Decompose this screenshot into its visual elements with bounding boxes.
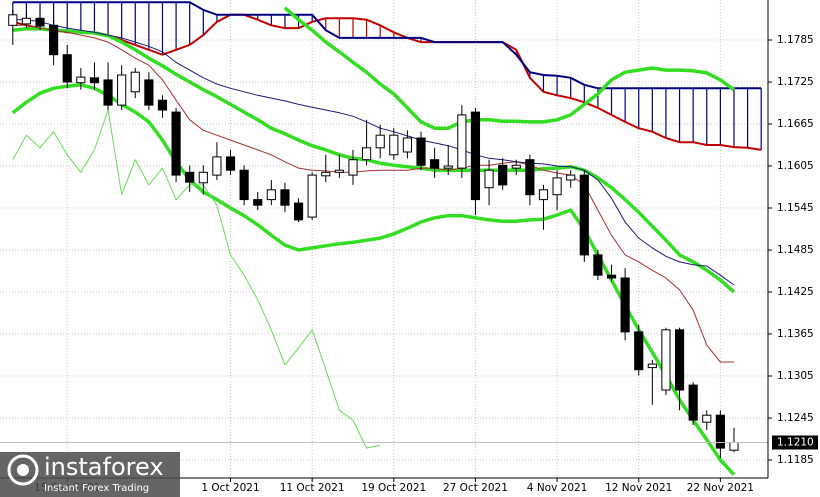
candle-body bbox=[647, 363, 657, 369]
y-tick-label: 1.1605 bbox=[777, 160, 814, 172]
x-tick-label: 12 Nov 2021 bbox=[605, 482, 672, 494]
candle-body bbox=[103, 79, 113, 106]
candle-body bbox=[443, 165, 453, 169]
x-tick-label: 22 Nov 2021 bbox=[687, 482, 754, 494]
candle-body bbox=[430, 159, 440, 169]
candle-body bbox=[171, 111, 181, 176]
candle-body bbox=[484, 169, 494, 189]
y-tick-label: 1.1425 bbox=[777, 286, 814, 298]
candle-body bbox=[62, 54, 72, 83]
y-tick-label: 1.1785 bbox=[777, 34, 814, 46]
candle-body bbox=[117, 74, 127, 106]
candle-body bbox=[212, 156, 222, 176]
indicator-line bbox=[12, 19, 735, 286]
indicator-line bbox=[12, 27, 736, 294]
candle-body bbox=[538, 189, 549, 201]
candle-body bbox=[239, 169, 249, 201]
candle-body bbox=[130, 71, 140, 93]
candle-body bbox=[729, 442, 739, 451]
candle-body bbox=[702, 414, 712, 423]
candle-body bbox=[35, 17, 45, 27]
candle-body bbox=[348, 159, 358, 176]
x-tick-label: 11 Oct 2021 bbox=[280, 482, 345, 494]
candle-body bbox=[566, 174, 576, 181]
watermark-tagline: Instant Forex Trading bbox=[44, 483, 149, 494]
candle-body bbox=[375, 134, 385, 149]
candle-body bbox=[470, 111, 481, 201]
watermark-logo-core bbox=[17, 464, 29, 476]
y-tick-label: 1.1665 bbox=[777, 118, 814, 130]
indicator-line bbox=[12, 24, 734, 363]
candle-body bbox=[416, 137, 426, 166]
candle-body bbox=[21, 17, 31, 25]
plot-area bbox=[0, 1, 768, 476]
candle-body bbox=[334, 169, 344, 173]
candle-body bbox=[661, 329, 671, 391]
x-tick-label: 27 Oct 2021 bbox=[443, 482, 508, 494]
candle-body bbox=[715, 414, 725, 449]
price-tag-label: 1.1210 bbox=[777, 437, 814, 449]
candle-body bbox=[552, 177, 562, 196]
candle-body bbox=[307, 174, 317, 218]
candle-body bbox=[198, 171, 208, 184]
candle-body bbox=[144, 79, 154, 106]
watermark-brand: instaforex bbox=[44, 453, 164, 481]
watermark: instaforex Instant Forex Trading bbox=[0, 452, 180, 497]
indicator-line bbox=[12, 109, 381, 449]
candle-body bbox=[674, 329, 685, 391]
candle-body bbox=[157, 99, 168, 111]
candle-body bbox=[89, 77, 100, 84]
x-tick-label: 1 Oct 2021 bbox=[201, 482, 259, 494]
candle-body bbox=[293, 202, 304, 221]
candle-body bbox=[606, 274, 617, 279]
candle-body bbox=[225, 156, 236, 171]
candle-body bbox=[634, 331, 644, 371]
candle-body bbox=[185, 171, 195, 183]
candle-body bbox=[579, 174, 589, 256]
candle-body bbox=[511, 164, 521, 169]
cloud-span-a bbox=[12, 13, 762, 151]
candle-body bbox=[620, 277, 630, 333]
candle-body bbox=[8, 14, 18, 26]
x-tick-label: 4 Nov 2021 bbox=[527, 482, 588, 494]
indicator-line bbox=[283, 6, 736, 130]
candle-body bbox=[49, 24, 59, 56]
candle-body bbox=[362, 147, 372, 161]
y-tick-label: 1.1485 bbox=[777, 244, 814, 256]
watermark-logo bbox=[7, 454, 39, 486]
candle-body bbox=[280, 189, 290, 206]
candle-body bbox=[593, 254, 603, 276]
y-tick-label: 1.1305 bbox=[777, 370, 814, 382]
grid bbox=[0, 0, 768, 478]
price-tag bbox=[772, 435, 818, 450]
candle-body bbox=[76, 76, 86, 84]
indicator-line bbox=[11, 83, 736, 476]
candle-body bbox=[253, 199, 263, 206]
y-tick-label: 1.1365 bbox=[777, 328, 814, 340]
y-tick-label: 1.1245 bbox=[777, 412, 814, 424]
candle-body bbox=[457, 114, 467, 169]
candle-body bbox=[525, 159, 535, 196]
candle-body bbox=[688, 384, 698, 421]
x-tick-label: 19 Oct 2021 bbox=[361, 482, 426, 494]
candle-body bbox=[321, 171, 331, 177]
cloud-span-b bbox=[12, 1, 762, 90]
y-tick-label: 1.1545 bbox=[777, 202, 814, 214]
candle-body bbox=[498, 164, 508, 186]
candle-body bbox=[266, 189, 276, 201]
candle-body bbox=[389, 134, 399, 156]
candle-body bbox=[402, 137, 412, 153]
y-tick-label: 1.1725 bbox=[777, 76, 814, 88]
y-tick-label: 1.1185 bbox=[777, 454, 814, 466]
